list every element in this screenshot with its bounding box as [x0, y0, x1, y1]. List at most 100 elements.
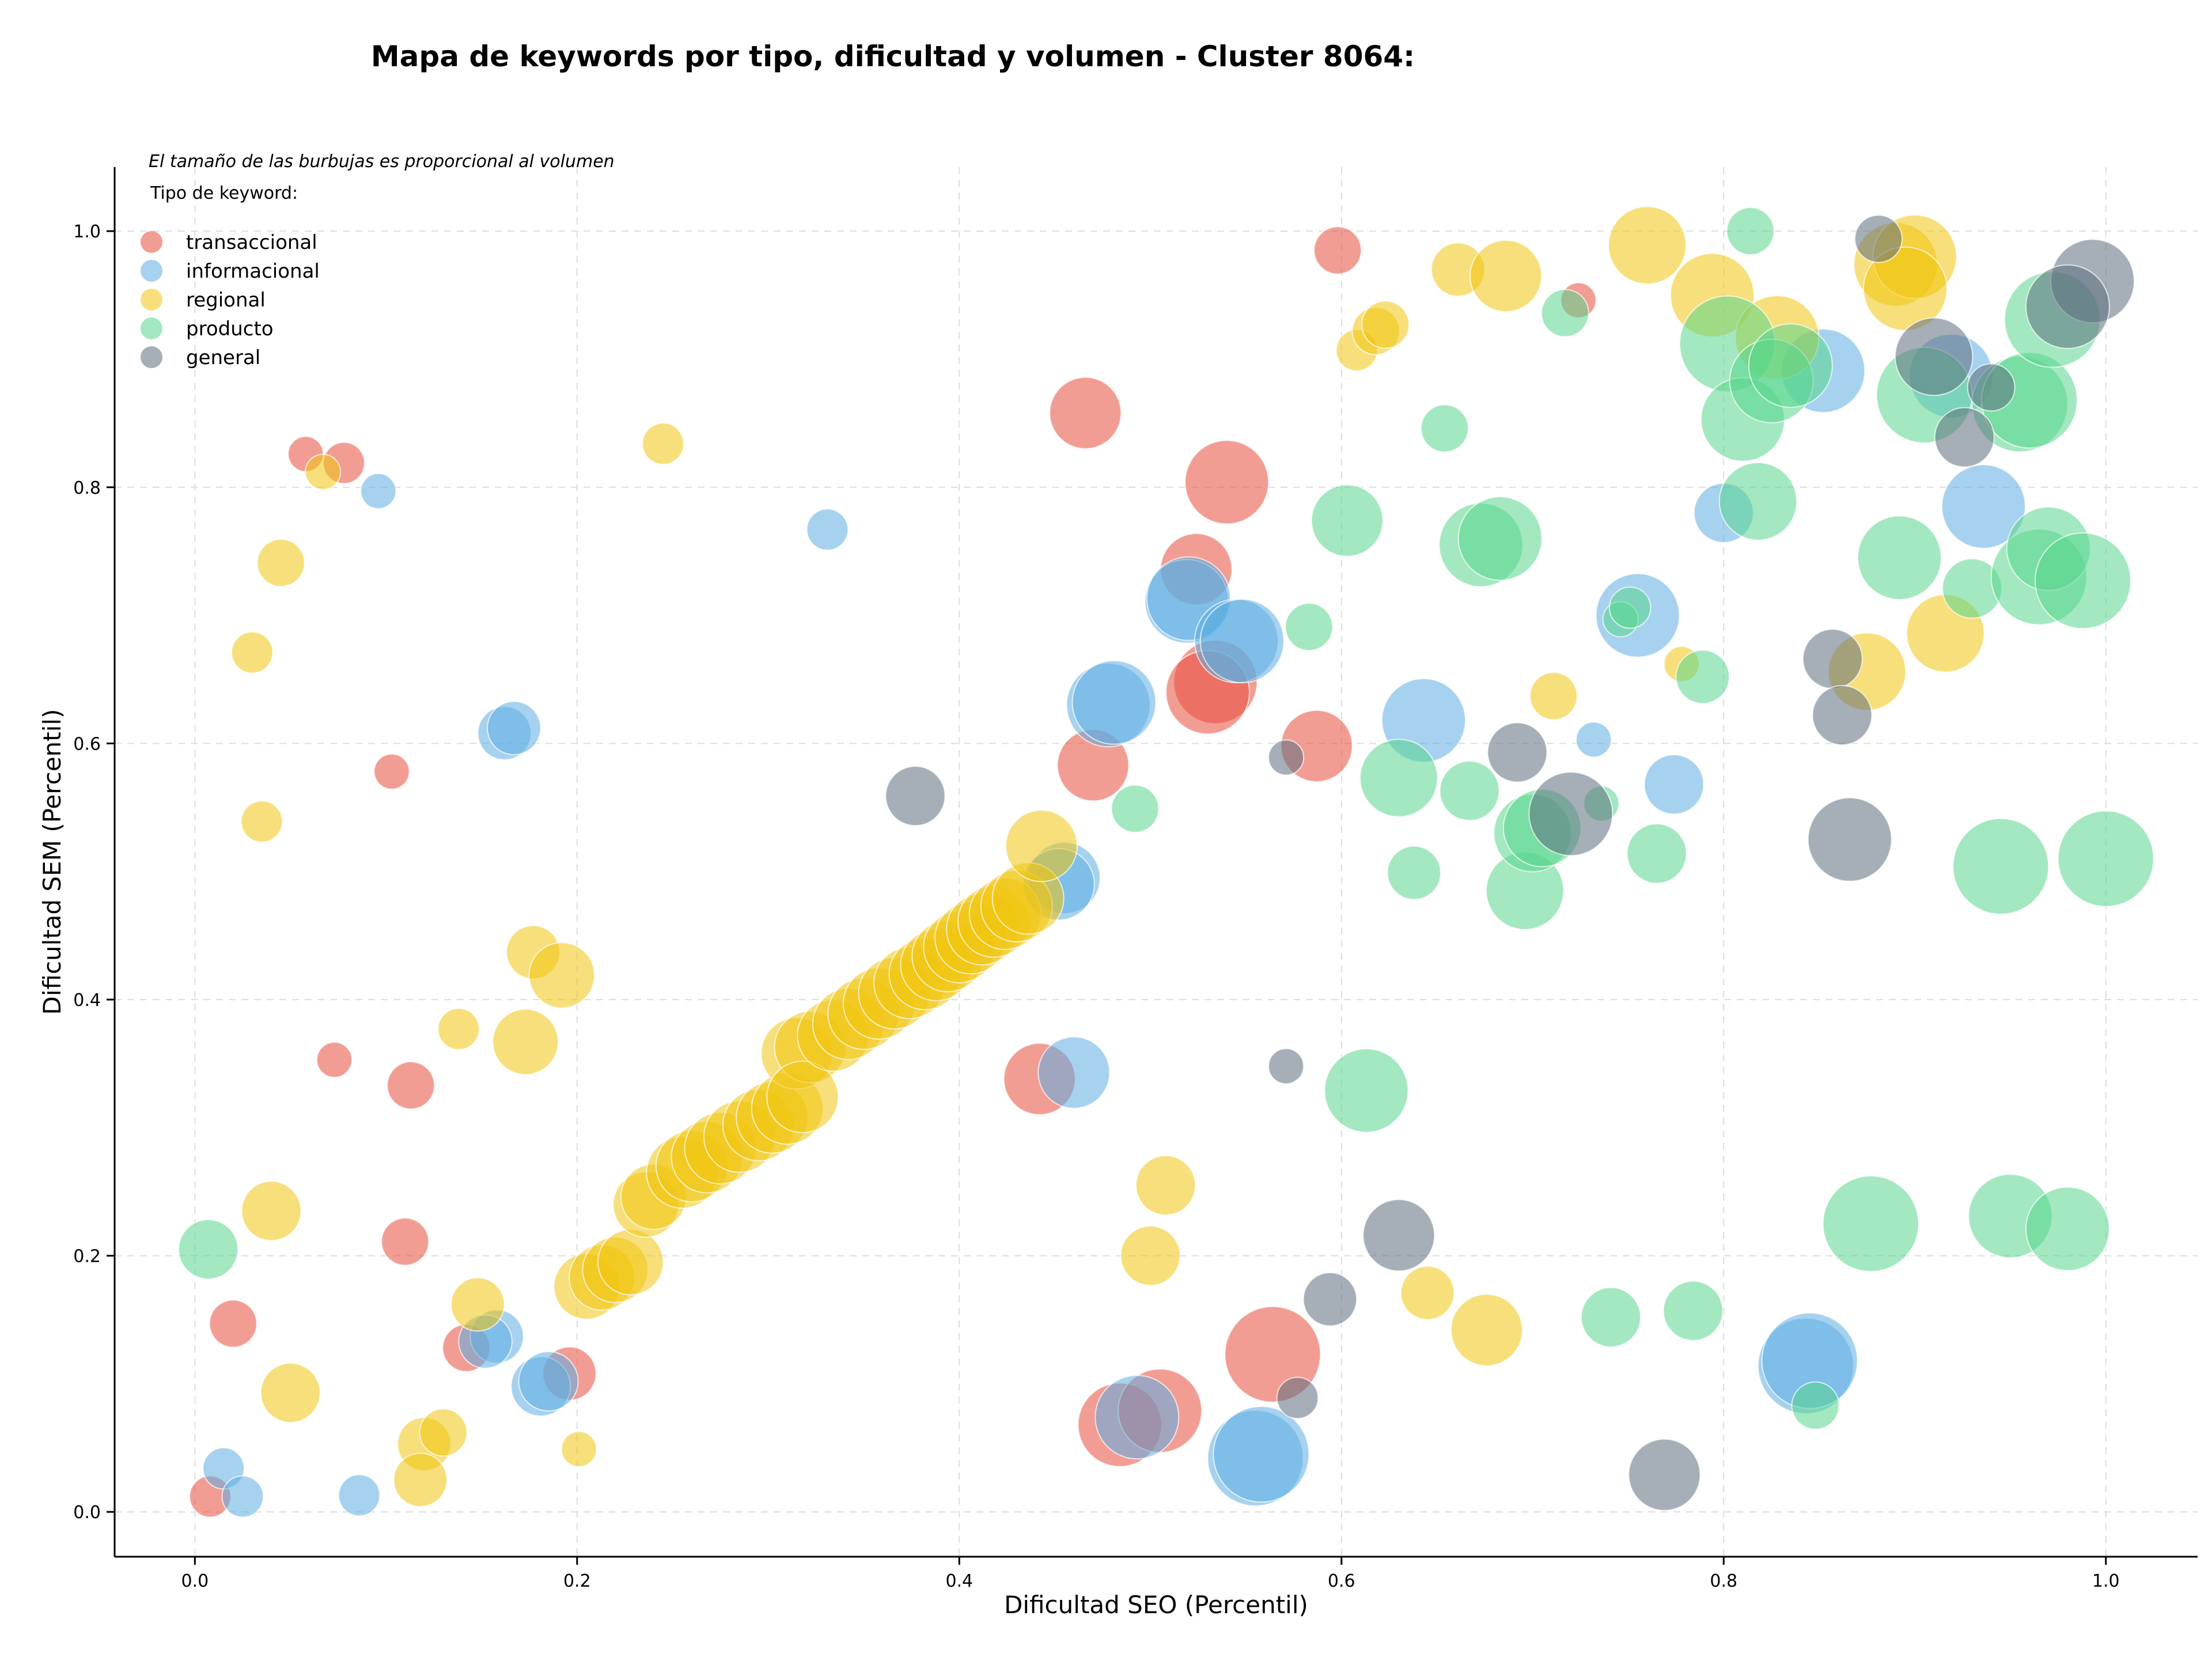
bubble-general	[1276, 1376, 1319, 1420]
bubble-producto	[1822, 1175, 1919, 1273]
bubble-general	[1362, 1199, 1435, 1272]
legend-marker-informacional	[141, 260, 162, 282]
legend-label-transaccional: transaccional	[186, 231, 317, 254]
bubble-producto	[1662, 1280, 1724, 1341]
bubble-regional	[450, 1277, 505, 1332]
bubble-informacional	[338, 1474, 381, 1517]
bubble-informacional	[518, 1350, 579, 1412]
bubble-regional	[260, 1362, 321, 1423]
legend-label-producto: producto	[186, 317, 274, 340]
bubble-producto	[1675, 649, 1730, 705]
bubble-producto	[1952, 818, 2050, 915]
bubble-general	[1802, 629, 1863, 690]
y-ticks: 0.0 0.2 0.4 0.6 0.8 1.0	[73, 222, 115, 1523]
bubble-transaccional	[209, 1299, 257, 1348]
y-tick-label: 0.6	[73, 734, 101, 754]
bubble-transaccional	[1313, 226, 1362, 275]
bubble-producto	[1791, 1381, 1840, 1430]
bubble-transaccional	[381, 1217, 430, 1266]
x-axis-label: Dificultad SEO (Percentil)	[1004, 1591, 1308, 1619]
legend-label-regional: regional	[186, 289, 266, 312]
legend-label-informacional: informacional	[186, 260, 320, 283]
chart-title: Mapa de keywords por tipo, dificultad y …	[371, 40, 1415, 73]
bubble-regional	[492, 1008, 559, 1076]
bubble-general	[1812, 684, 1873, 746]
bubble-general	[1268, 1048, 1305, 1085]
bubble-producto	[2025, 1186, 2110, 1272]
bubble-general	[1934, 407, 1995, 468]
bubble-informacional	[1643, 754, 1705, 815]
y-tick-label: 0.0	[73, 1503, 101, 1523]
bubble-producto	[1581, 1287, 1642, 1348]
bubble-transaccional	[316, 1041, 353, 1078]
bubble-regional	[1469, 239, 1543, 312]
bubble-regional	[1400, 1265, 1455, 1321]
bubble-regional	[231, 631, 274, 674]
bubble-general	[1528, 771, 1613, 857]
bubble-producto	[1285, 603, 1334, 652]
bubble-informacional	[1071, 660, 1157, 745]
bubble-general	[1487, 722, 1548, 783]
bubble-producto	[2034, 532, 2131, 630]
bubble-informacional	[221, 1475, 264, 1518]
bubble-regional	[1529, 672, 1578, 721]
bubble-regional	[766, 1060, 839, 1133]
bubble-producto	[1540, 289, 1589, 338]
bubble-producto	[1718, 461, 1798, 541]
bubble-transaccional	[387, 1061, 435, 1110]
bubble-general	[1807, 797, 1892, 882]
bubble-general	[1268, 739, 1305, 776]
x-tick-label: 1.0	[2092, 1571, 2120, 1591]
bubble-layer	[178, 206, 2154, 1518]
x-tick-label: 0.0	[181, 1571, 209, 1591]
bubble-general	[1894, 317, 1974, 396]
axes	[113, 167, 2198, 1558]
bubble-producto	[1359, 739, 1438, 818]
bubble-regional	[419, 1408, 468, 1457]
legend-marker-producto	[141, 317, 162, 339]
x-tick-label: 0.4	[945, 1571, 973, 1591]
bubble-producto	[1310, 484, 1384, 557]
y-tick-label: 0.8	[73, 478, 101, 498]
bubble-producto	[2057, 810, 2154, 907]
bubble-general	[1302, 1272, 1358, 1327]
bubble-regional	[1120, 1225, 1181, 1287]
bubble-informacional	[1199, 599, 1285, 684]
bubble-producto	[1626, 823, 1687, 884]
bubble-regional	[1608, 206, 1687, 285]
bubble-regional	[437, 1008, 480, 1050]
bubble-informacional	[487, 701, 541, 755]
bubble-regional	[241, 1181, 302, 1242]
bubble-regional	[642, 422, 684, 465]
bubble-general	[1854, 214, 1903, 263]
bubble-informacional	[806, 508, 849, 551]
x-ticks: 0.0 0.2 0.4 0.6 0.8 1.0	[181, 1557, 2120, 1591]
bubble-general	[1967, 363, 2016, 412]
y-tick-label: 0.4	[73, 990, 101, 1011]
bubble-general	[1628, 1438, 1701, 1511]
bubble-producto	[1420, 404, 1469, 453]
x-tick-label: 0.6	[1328, 1571, 1355, 1591]
legend: transaccional informacional regional produc…	[141, 231, 320, 369]
bubble-informacional	[1575, 721, 1612, 758]
bubble-transaccional	[1049, 376, 1122, 449]
legend-marker-regional	[141, 289, 162, 311]
bubble-informacional	[1037, 1036, 1111, 1109]
bubble-regional	[305, 453, 342, 490]
legend-title: Tipo de keyword:	[150, 183, 298, 203]
bubble-regional	[1135, 1155, 1196, 1216]
x-tick-label: 0.8	[1710, 1571, 1737, 1591]
bubble-informacional	[1094, 1375, 1180, 1460]
bubble-informacional	[1941, 464, 2026, 549]
bubble-producto	[1111, 784, 1160, 833]
bubble-producto	[1324, 1048, 1409, 1133]
bubble-transaccional	[1184, 440, 1270, 525]
bubble-regional	[1450, 1293, 1523, 1367]
y-axis-label: Dificultad SEM (Percentil)	[38, 709, 66, 1015]
bubble-producto	[1857, 515, 1942, 600]
bubble-transaccional	[373, 753, 410, 790]
bubble-producto	[178, 1219, 239, 1280]
bubble-regional	[528, 941, 596, 1009]
bubble-regional	[256, 538, 305, 587]
